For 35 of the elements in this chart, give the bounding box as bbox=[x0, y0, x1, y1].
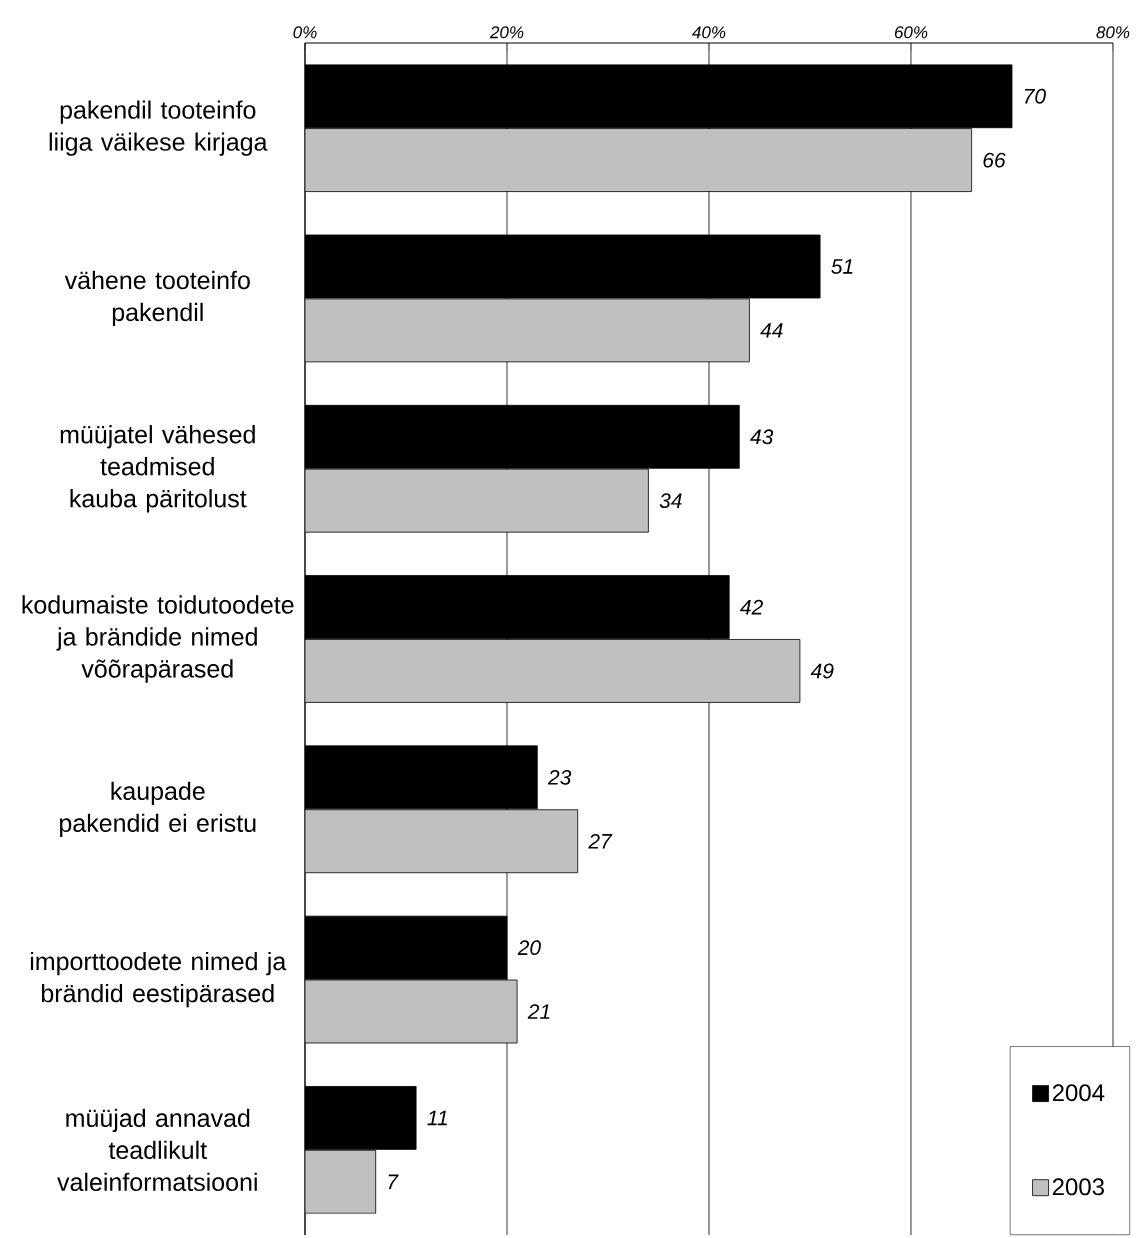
y-tick-label: importtoodete nimed ja brändid eestipärased bbox=[30, 951, 287, 1008]
data-label: 34 bbox=[659, 493, 682, 509]
data-label: 7 bbox=[388, 1174, 399, 1190]
y-tick-label: kaupade pakendid ei eristu bbox=[60, 781, 256, 837]
y-tick-label: müüjad annavad teadlikult valeinformatsiooni bbox=[57, 1108, 257, 1192]
bar bbox=[305, 1149, 377, 1214]
data-label: 43 bbox=[750, 429, 774, 445]
data-label: 51 bbox=[831, 259, 853, 274]
legend-label: 2004 bbox=[1052, 1084, 1105, 1102]
bar bbox=[305, 639, 801, 703]
data-label: 23 bbox=[547, 769, 572, 785]
data-label: 49 bbox=[810, 663, 834, 679]
bar bbox=[305, 979, 518, 1044]
data-label: 21 bbox=[527, 1004, 550, 1019]
y-tick-label: müüjatel vähesed teadmised kauba päritolust bbox=[60, 425, 255, 513]
bar bbox=[305, 298, 750, 363]
data-label: 70 bbox=[1024, 88, 1046, 104]
legend-label: 2003 bbox=[1052, 1178, 1104, 1196]
y-tick-label: vähene tooteinfo pakendil bbox=[64, 270, 250, 327]
data-label: 27 bbox=[588, 833, 613, 849]
x-tick-label: 0% bbox=[293, 26, 317, 39]
bar bbox=[305, 809, 579, 874]
data-label: 20 bbox=[517, 940, 541, 956]
x-tick-label: 40% bbox=[692, 26, 726, 39]
bar bbox=[305, 128, 972, 192]
y-tick-label: pakendil tooteinfo liiga väikese kirjaga bbox=[49, 100, 268, 156]
data-label: 66 bbox=[983, 152, 1006, 168]
x-tick-label: 60% bbox=[894, 26, 928, 39]
data-label: 11 bbox=[427, 1110, 447, 1126]
y-tick-label: kodumaiste toidutoodete ja brändide nimed võõrapärased bbox=[22, 595, 294, 683]
data-label: 44 bbox=[760, 323, 783, 338]
data-label: 42 bbox=[740, 599, 763, 615]
bar bbox=[305, 468, 649, 533]
x-tick-label: 80% bbox=[1096, 26, 1130, 39]
x-tick-label: 20% bbox=[489, 26, 524, 39]
